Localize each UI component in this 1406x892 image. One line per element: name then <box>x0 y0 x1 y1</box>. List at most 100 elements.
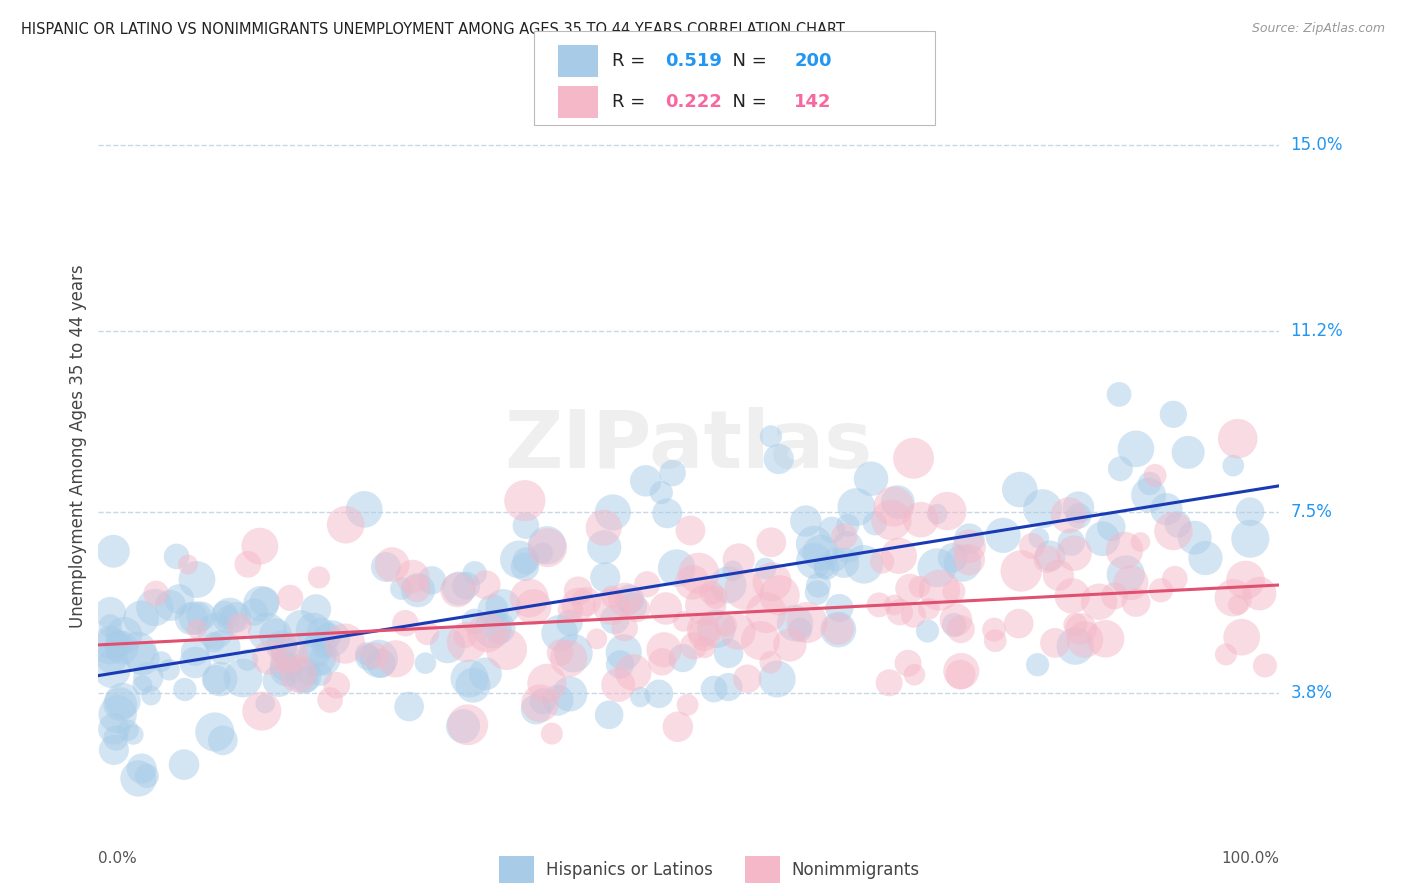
Point <box>957 539 980 553</box>
Point <box>274 658 297 673</box>
Point <box>495 642 517 657</box>
Point <box>436 639 458 653</box>
Point <box>415 656 437 670</box>
Point <box>127 643 149 657</box>
Point <box>389 582 412 596</box>
Point <box>145 586 167 600</box>
Point <box>98 619 121 633</box>
Text: 3.8%: 3.8% <box>1291 684 1333 702</box>
Point <box>1115 567 1137 582</box>
Point <box>204 624 226 639</box>
Point <box>1057 508 1080 523</box>
Point <box>661 466 683 480</box>
Point <box>135 769 157 783</box>
Point <box>648 687 671 701</box>
Point <box>202 635 225 649</box>
Point <box>1177 445 1199 459</box>
Point <box>759 656 782 670</box>
Point <box>122 728 145 742</box>
Point <box>267 673 290 688</box>
Point <box>562 646 585 660</box>
Point <box>796 615 818 630</box>
Point <box>984 633 1007 648</box>
Point <box>928 583 950 598</box>
Point <box>655 601 678 615</box>
Point <box>1060 535 1083 549</box>
Point <box>837 540 859 554</box>
Point <box>650 485 672 500</box>
Point <box>112 628 135 642</box>
Point <box>803 537 825 551</box>
Point <box>789 623 811 637</box>
Point <box>717 578 740 592</box>
Point <box>209 672 232 686</box>
Point <box>250 597 273 611</box>
Point <box>364 648 387 663</box>
Point <box>759 429 782 443</box>
Point <box>253 595 276 609</box>
Point <box>806 585 828 599</box>
Point <box>1144 468 1167 483</box>
Point <box>186 573 208 587</box>
Point <box>127 772 149 786</box>
Point <box>177 558 200 572</box>
Text: 7.5%: 7.5% <box>1291 503 1333 521</box>
Point <box>1067 508 1090 523</box>
Point <box>101 662 124 676</box>
Point <box>700 586 723 600</box>
Point <box>1222 591 1244 605</box>
Point <box>278 591 301 605</box>
Point <box>917 624 939 638</box>
Point <box>290 620 312 634</box>
Text: ZIPatlas: ZIPatlas <box>505 407 873 485</box>
Point <box>475 625 498 640</box>
Point <box>297 668 319 682</box>
Point <box>274 645 297 659</box>
Point <box>595 570 617 584</box>
Point <box>1167 517 1189 532</box>
Point <box>903 667 925 681</box>
Point <box>536 541 558 555</box>
Point <box>1129 535 1152 549</box>
Point <box>1008 616 1031 631</box>
Point <box>166 549 188 564</box>
Point <box>384 652 406 666</box>
Point <box>613 645 636 659</box>
Point <box>952 556 974 570</box>
Point <box>1215 648 1237 662</box>
Point <box>225 610 247 624</box>
Point <box>727 552 749 566</box>
Text: 0.222: 0.222 <box>665 93 721 111</box>
Point <box>737 672 759 686</box>
Point <box>810 546 832 560</box>
Point <box>143 600 166 615</box>
Point <box>877 675 900 690</box>
Point <box>184 644 207 658</box>
Point <box>104 731 127 745</box>
Point <box>898 582 921 596</box>
Point <box>768 588 790 602</box>
Point <box>249 539 271 553</box>
Point <box>259 650 281 665</box>
Point <box>416 626 439 640</box>
Point <box>406 583 429 598</box>
Point <box>398 699 420 714</box>
Point <box>107 637 129 651</box>
Point <box>558 687 581 701</box>
Point <box>860 472 883 486</box>
Point <box>761 535 783 549</box>
Text: R =: R = <box>612 52 651 70</box>
Point <box>603 613 626 627</box>
Point <box>464 566 486 581</box>
Point <box>1021 539 1043 553</box>
Point <box>704 591 727 605</box>
Point <box>319 693 342 707</box>
Point <box>558 615 581 630</box>
Point <box>212 640 235 655</box>
Point <box>887 495 910 509</box>
Point <box>834 529 856 543</box>
Text: 15.0%: 15.0% <box>1291 136 1343 153</box>
Point <box>454 629 477 643</box>
Point <box>1150 583 1173 598</box>
Point <box>703 681 725 696</box>
